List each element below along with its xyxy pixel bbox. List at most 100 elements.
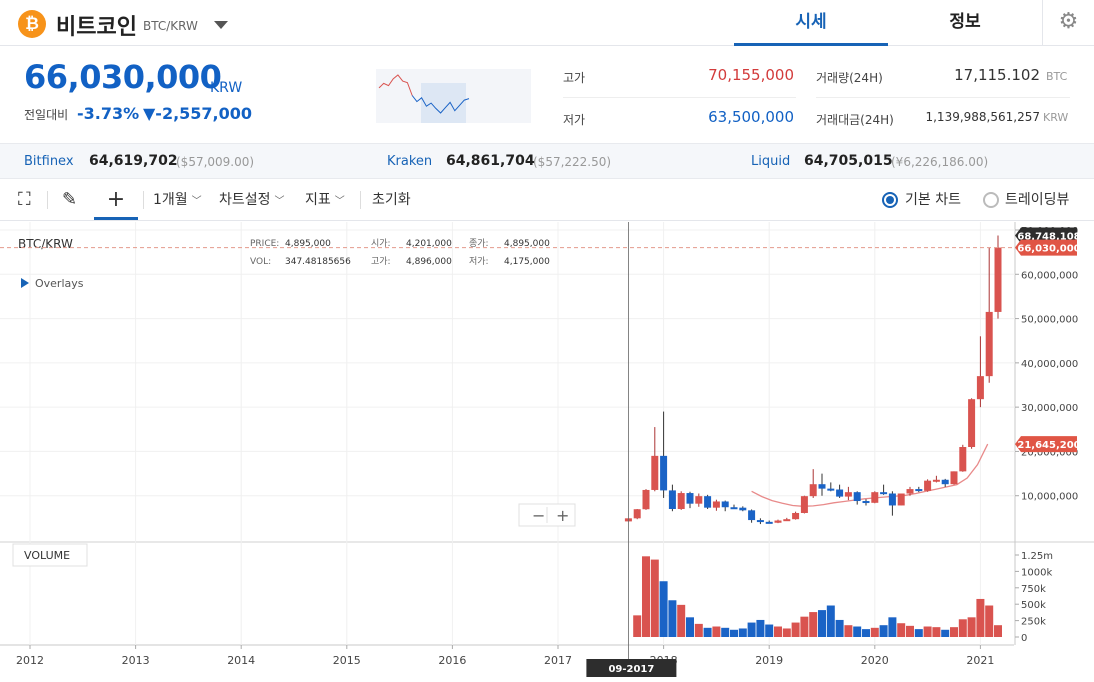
candle-body[interactable] — [818, 484, 826, 489]
low-value: 63,500,000 — [708, 108, 794, 126]
crosshair-icon[interactable]: + — [94, 180, 138, 220]
candle-body[interactable] — [677, 493, 685, 509]
pencil-icon[interactable]: ✎ — [62, 189, 78, 210]
high-label: 고가 — [563, 71, 586, 85]
candle-body[interactable] — [633, 509, 641, 519]
candle-body[interactable] — [783, 519, 791, 522]
price-chart[interactable]: 70,000,00060,000,00050,000,00040,000,000… — [0, 222, 1094, 682]
tradingview-label[interactable]: 트레이딩뷰 — [1005, 192, 1070, 208]
y-tick-label: 20,000,000 — [1021, 447, 1078, 458]
last-price-tag-box — [1015, 239, 1077, 256]
volume-bar — [923, 626, 932, 637]
volume-bar — [694, 623, 703, 637]
candle-body[interactable] — [668, 490, 676, 509]
candle-body[interactable] — [660, 455, 668, 491]
candle-body[interactable] — [800, 496, 808, 513]
candle-body[interactable] — [959, 447, 967, 472]
chevron-down-icon[interactable] — [214, 21, 228, 29]
y-tick-label: 50,000,000 — [1021, 315, 1078, 326]
trade-value-unit: KRW — [1043, 111, 1069, 124]
candle-body[interactable] — [704, 496, 712, 508]
candle-body[interactable] — [739, 507, 747, 511]
basic-chart-radio[interactable] — [882, 192, 898, 208]
candle-body[interactable] — [853, 492, 861, 502]
mini-price-chart — [376, 69, 531, 123]
fullscreen-icon[interactable]: ⛶ — [18, 189, 31, 210]
candle-body[interactable] — [862, 501, 870, 504]
gear-icon[interactable]: ⚙ — [1042, 0, 1094, 46]
triangle-right-icon[interactable] — [21, 278, 29, 288]
candle-body[interactable] — [994, 247, 1002, 312]
exchange-price-bitfinex: 64,619,702 — [89, 153, 178, 169]
indicators-dropdown[interactable]: 지표 ﹀ — [305, 180, 345, 220]
candle-body[interactable] — [880, 492, 888, 495]
candle-body[interactable] — [809, 484, 817, 497]
exchange-name-kraken[interactable]: Kraken — [387, 154, 433, 169]
volume-bar — [967, 617, 976, 637]
vol-tick-label: 1.25m — [1021, 551, 1053, 562]
candle-body[interactable] — [941, 479, 949, 485]
volume-bar — [747, 622, 756, 637]
overlays-toggle[interactable]: Overlays — [35, 277, 84, 290]
candle-body[interactable] — [836, 489, 844, 497]
candle-body[interactable] — [686, 493, 694, 504]
candle-body[interactable] — [765, 521, 773, 524]
candle-body[interactable] — [721, 501, 729, 508]
x-tick-label: 2015 — [333, 654, 361, 667]
candle-body[interactable] — [888, 493, 896, 506]
candle-body[interactable] — [915, 489, 923, 492]
trade-value: 1,139,988,561,257 — [925, 110, 1040, 124]
chart-toolbar: ⛶ ✎ + 1개월 ﹀ 차트설정 ﹀ 지표 ﹀ 초기화 기본 차트 트레이딩뷰 — [0, 180, 1094, 221]
crosshair-date-badge — [586, 659, 677, 677]
coin-name[interactable]: 비트코인 — [56, 15, 137, 40]
volume-bar — [809, 612, 818, 637]
tab-info[interactable]: 정보 — [949, 12, 981, 32]
candle-body[interactable] — [827, 488, 835, 491]
volume-bar — [958, 619, 967, 637]
basic-chart-label[interactable]: 기본 차트 — [905, 192, 961, 208]
candlestick-chart[interactable]: 70,000,00060,000,00050,000,00040,000,000… — [0, 222, 1094, 682]
exchange-name-liquid[interactable]: Liquid — [751, 154, 791, 169]
volume-bar — [738, 628, 747, 637]
candle-body[interactable] — [730, 507, 738, 510]
tab-quote[interactable]: 시세 — [734, 0, 888, 46]
candle-body[interactable] — [695, 496, 703, 504]
price-unit: KRW — [210, 80, 243, 96]
period-dropdown[interactable]: 1개월 ﹀ — [153, 180, 202, 220]
zoom-out-button[interactable]: − — [532, 506, 545, 525]
x-tick-label: 2016 — [438, 654, 466, 667]
legend-vol-label: VOL: — [250, 257, 271, 267]
candle-body[interactable] — [897, 493, 905, 506]
candle-body[interactable] — [642, 489, 650, 510]
candle-body[interactable] — [712, 501, 720, 508]
tradingview-radio[interactable] — [983, 192, 999, 208]
divider — [563, 97, 796, 98]
candle-body[interactable] — [844, 492, 852, 497]
zoom-in-button[interactable]: + — [556, 506, 569, 525]
candle-body[interactable] — [871, 492, 879, 503]
candle-body[interactable] — [985, 311, 993, 377]
candle-body[interactable] — [906, 489, 914, 494]
volume-bar — [800, 616, 809, 637]
divider — [47, 191, 48, 209]
candle-body[interactable] — [932, 479, 940, 482]
volume-bar — [870, 627, 879, 637]
candle-body[interactable] — [792, 512, 800, 520]
candle-body[interactable] — [924, 480, 932, 491]
candle-body[interactable] — [748, 510, 756, 521]
chart-settings-dropdown[interactable]: 차트설정 ﹀ — [219, 180, 285, 220]
legend-vol: 347.48185656 — [285, 257, 351, 267]
candle-body[interactable] — [651, 455, 659, 490]
volume-bar — [774, 626, 782, 637]
volume-bar — [994, 625, 1002, 637]
candle-body[interactable] — [774, 520, 782, 523]
candle-body[interactable] — [976, 376, 984, 400]
legend-low: 4,175,000 — [504, 257, 550, 267]
reset-button[interactable]: 초기화 — [372, 192, 411, 208]
candle-body[interactable] — [950, 471, 958, 485]
volume-panel-box — [12, 543, 88, 567]
exchange-name-bitfinex[interactable]: Bitfinex — [24, 154, 74, 169]
candle-body[interactable] — [968, 399, 976, 447]
candle-body[interactable] — [756, 520, 764, 523]
moving-average-tag-box — [1015, 436, 1077, 453]
